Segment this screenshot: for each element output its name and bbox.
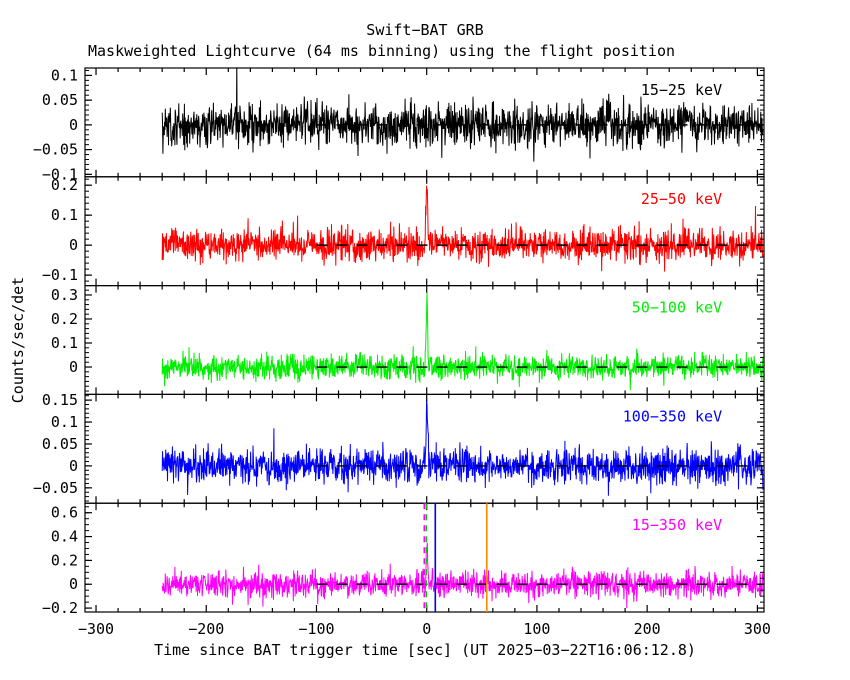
panel-25-50-keV: 25−50 keV 0.2 0.1 0 −0.1 bbox=[42, 176, 765, 287]
figure-title: Swift−BAT GRB bbox=[366, 21, 484, 39]
panel-100-350-keV: 100−350 keV 0.15 0.1 0.05 0 −0.05 bbox=[33, 391, 765, 504]
y-tick-label: 0 bbox=[69, 236, 78, 254]
y-tick-label: 0 bbox=[69, 575, 78, 593]
y-tick-label: 0.3 bbox=[51, 286, 78, 304]
y-tick-label: 0.05 bbox=[42, 435, 78, 453]
x-tick-label: −100 bbox=[298, 620, 334, 638]
figure-subtitle: Maskweighted Lightcurve (64 ms binning) … bbox=[88, 42, 675, 60]
x-tick-label: −200 bbox=[188, 620, 224, 638]
panel-15-350-keV: 15−350 keV 0.6 0.4 0.2 0 −0.2 bbox=[42, 502, 765, 617]
band-label: 15−25 keV bbox=[641, 81, 722, 99]
trace-25-50-keV bbox=[161, 185, 764, 272]
x-tick-label: −300 bbox=[78, 620, 114, 638]
band-label: 100−350 keV bbox=[623, 407, 722, 425]
y-tick-label: 0.1 bbox=[51, 66, 78, 84]
y-tick-label: 0.1 bbox=[51, 206, 78, 224]
band-label: 50−100 keV bbox=[632, 299, 722, 317]
x-tick-label: 100 bbox=[523, 620, 550, 638]
y-tick-label: 0.05 bbox=[42, 91, 78, 109]
trace-15-25-keV bbox=[161, 68, 764, 162]
y-tick-label: 0.2 bbox=[51, 176, 78, 194]
y-tick-label: 0 bbox=[69, 116, 78, 134]
y-tick-label: −0.1 bbox=[42, 266, 78, 284]
y-tick-label: −0.2 bbox=[42, 599, 78, 617]
y-tick-label: 0.2 bbox=[51, 310, 78, 328]
trace-100-350-keV bbox=[161, 398, 764, 496]
band-label: 25−50 keV bbox=[641, 190, 722, 208]
y-tick-label: 0 bbox=[69, 457, 78, 475]
trace-15-350-keV bbox=[161, 542, 764, 609]
y-tick-label: 0.4 bbox=[51, 528, 78, 546]
y-tick-label: 0.1 bbox=[51, 334, 78, 352]
y-tick-label: 0.6 bbox=[51, 504, 78, 522]
x-tick-label: 0 bbox=[422, 620, 431, 638]
x-tick-label: 200 bbox=[634, 620, 661, 638]
x-tick-label: 300 bbox=[744, 620, 771, 638]
y-tick-label: 0.1 bbox=[51, 413, 78, 431]
band-label: 15−350 keV bbox=[632, 516, 722, 534]
panel-15-25-keV: 15−25 keV 0.1 0.05 0 −0.05 −0.1 bbox=[33, 66, 765, 183]
y-axis-label: Counts/sec/det bbox=[9, 276, 27, 404]
y-tick-label: 0.2 bbox=[51, 551, 78, 569]
y-tick-label: 0.15 bbox=[42, 391, 78, 409]
y-tick-label: −0.05 bbox=[33, 479, 78, 497]
trace-50-100-keV bbox=[161, 291, 764, 391]
x-axis-label: Time since BAT trigger time [sec] (UT 20… bbox=[154, 641, 696, 659]
y-tick-label: 0 bbox=[69, 358, 78, 376]
panel-50-100-keV: 50−100 keV 0.3 0.2 0.1 0 bbox=[51, 285, 765, 396]
y-tick-label: −0.05 bbox=[33, 141, 78, 159]
y-tick-label: −0.1 bbox=[42, 165, 78, 183]
